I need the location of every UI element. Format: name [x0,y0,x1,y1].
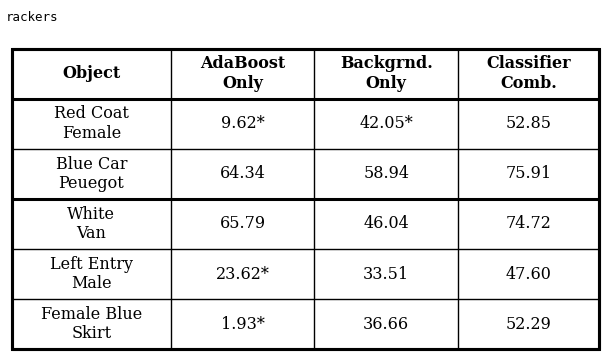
Text: 46.04: 46.04 [364,215,409,233]
Text: rackers: rackers [6,11,58,24]
Text: 52.85: 52.85 [505,115,551,132]
Text: 33.51: 33.51 [363,266,409,283]
Text: 9.62*: 9.62* [221,115,264,132]
Bar [12,49,599,349]
Text: 64.34: 64.34 [219,165,265,183]
Text: Classifier
Comb.: Classifier Comb. [486,55,571,92]
Text: AdaBoost
Only: AdaBoost Only [200,55,285,92]
Text: 74.72: 74.72 [505,215,551,233]
Text: 1.93*: 1.93* [221,316,264,333]
Text: Red Coat
Female: Red Coat Female [54,105,129,142]
Text: Left Entry
Male: Left Entry Male [50,256,133,292]
Text: 23.62*: 23.62* [215,266,269,283]
Text: 75.91: 75.91 [505,165,551,183]
Text: 65.79: 65.79 [219,215,266,233]
Text: Object: Object [62,65,120,82]
Text: Backgrnd.
Only: Backgrnd. Only [340,55,432,92]
Text: 36.66: 36.66 [363,316,409,333]
Text: 47.60: 47.60 [505,266,551,283]
Text: 42.05*: 42.05* [359,115,413,132]
Text: Blue Car
Peuegot: Blue Car Peuegot [55,156,127,192]
Text: Female Blue
Skirt: Female Blue Skirt [41,306,142,342]
Text: White
Van: White Van [67,206,116,242]
Text: 58.94: 58.94 [363,165,409,183]
Text: 52.29: 52.29 [505,316,551,333]
